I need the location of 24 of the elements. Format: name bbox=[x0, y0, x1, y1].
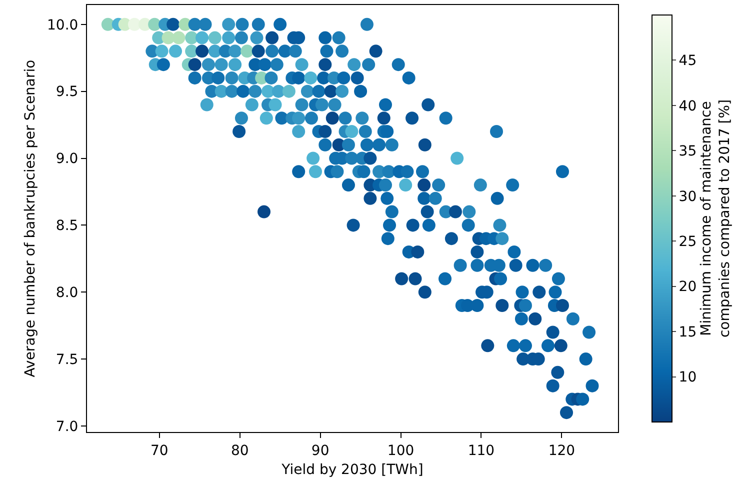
color-bar-label: 40 bbox=[678, 98, 697, 114]
y-tick-label: 10.0 bbox=[47, 17, 78, 34]
color-bar-title: Minimum income of maintenance companies compared to 2017 [%] bbox=[698, 99, 733, 338]
color-bar-label: 35 bbox=[678, 144, 697, 160]
y-axis-title: Average number of bankrupcies per Scenario bbox=[22, 60, 39, 378]
x-tick-label: 100 bbox=[387, 442, 414, 459]
y-tick-label: 8.5 bbox=[56, 218, 78, 234]
x-tick-label: 70 bbox=[150, 442, 168, 459]
color-bar-label: 30 bbox=[678, 188, 697, 205]
color-bar-label: 20 bbox=[678, 279, 697, 296]
x-axis-title: Yield by 2030 [TWh] bbox=[280, 462, 424, 478]
color-bar-label: 15 bbox=[678, 324, 697, 340]
y-tick-label: 7.0 bbox=[56, 418, 78, 435]
x-tick-label: 80 bbox=[230, 442, 249, 459]
y-tick-label: 9.0 bbox=[56, 151, 78, 168]
x-tick-label: 110 bbox=[468, 442, 495, 459]
y-tick-label: 9.5 bbox=[56, 84, 78, 100]
y-tick-label: 8.0 bbox=[56, 285, 78, 302]
x-tick-label: 120 bbox=[548, 442, 576, 459]
color-bar-label: 10 bbox=[678, 370, 697, 386]
y-tick-label: 7.5 bbox=[56, 352, 78, 368]
x-tick-label: 90 bbox=[311, 442, 330, 459]
color-bar-label: 45 bbox=[678, 53, 697, 70]
color-bar-label: 25 bbox=[678, 234, 697, 250]
